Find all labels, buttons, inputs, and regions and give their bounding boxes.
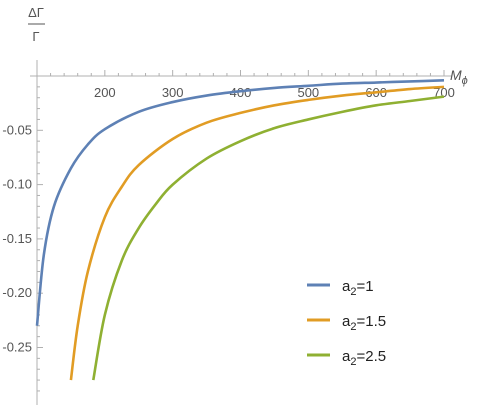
- legend-label-1: a2=1: [342, 278, 374, 298]
- y-tick-label: -0.25: [2, 340, 32, 355]
- series-lines: [35, 79, 445, 381]
- y-tick-label: -0.20: [2, 285, 32, 300]
- y-tick-label: -0.10: [2, 177, 32, 192]
- y-axis-label-top: ΔΓ: [28, 5, 44, 20]
- legend-label-2: a2=1.5: [342, 313, 386, 333]
- legend-label-3: a2=2.5: [342, 348, 386, 368]
- x-axis-label: Mϕ: [450, 67, 468, 87]
- series-line-1: [35, 79, 445, 326]
- series-line-2: [69, 85, 445, 381]
- y-tick-label: -0.15: [2, 231, 32, 246]
- y-axis-label: ΔΓ Γ: [28, 5, 45, 44]
- x-tick-label: 200: [94, 85, 116, 100]
- y-tick-label: -0.05: [2, 122, 32, 137]
- series-line-3: [92, 95, 445, 381]
- ticks: 200 300 400 500 600 700-0.05-0.10-0.15-0.20-0…: [2, 70, 455, 392]
- x-tick-label: 300: [162, 85, 184, 100]
- legend: a2=1 a2=1.5 a2=2.5: [307, 278, 386, 368]
- y-axis-label-bottom: Γ: [32, 29, 39, 44]
- x-tick-label: 500: [297, 85, 319, 100]
